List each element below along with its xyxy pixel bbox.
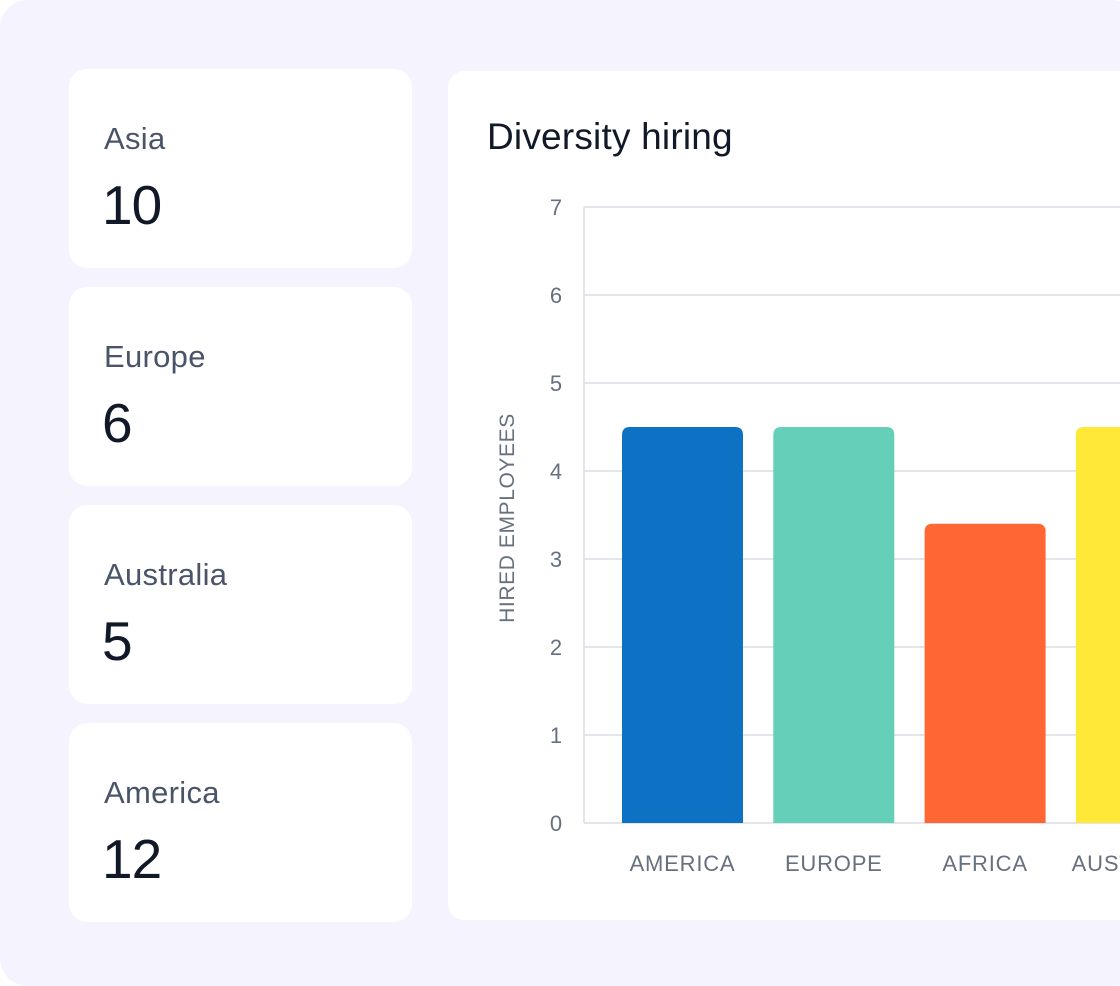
stat-value: 6 (102, 392, 133, 454)
bar-america (622, 427, 743, 823)
x-tick-label: AMERICA (630, 851, 736, 876)
chart-title: Diversity hiring (487, 116, 733, 157)
stat-label: America (104, 775, 220, 810)
y-tick-label: 7 (550, 195, 562, 220)
x-tick-label: AFRICA (942, 851, 1027, 876)
bar-europe (773, 427, 895, 823)
y-tick-label: 5 (550, 371, 562, 396)
y-tick-label: 4 (550, 459, 562, 484)
stat-label: Europe (104, 339, 206, 374)
y-tick-label: 2 (550, 635, 562, 660)
stat-value: 10 (102, 174, 162, 236)
stat-value: 12 (102, 828, 162, 890)
y-tick-label: 0 (550, 811, 562, 836)
stat-card-america[interactable]: America 12 (69, 723, 412, 922)
bar-australia (1075, 427, 1120, 823)
stat-value: 5 (102, 610, 133, 672)
stat-card-europe[interactable]: Europe 6 (69, 287, 412, 486)
y-tick-label: 3 (550, 547, 562, 572)
y-axis-label: HIRED EMPLOYEES (496, 413, 519, 623)
bar-africa (924, 523, 1046, 823)
x-tick-label: EUROPE (785, 851, 883, 876)
y-tick-label: 1 (550, 723, 562, 748)
stat-card-asia[interactable]: Asia 10 (69, 69, 412, 268)
stat-label: Australia (104, 557, 228, 592)
x-tick-label: AUSTRALIA (1072, 851, 1120, 876)
stat-label: Asia (104, 121, 166, 156)
y-tick-label: 6 (550, 283, 562, 308)
stat-card-australia[interactable]: Australia 5 (69, 505, 412, 704)
